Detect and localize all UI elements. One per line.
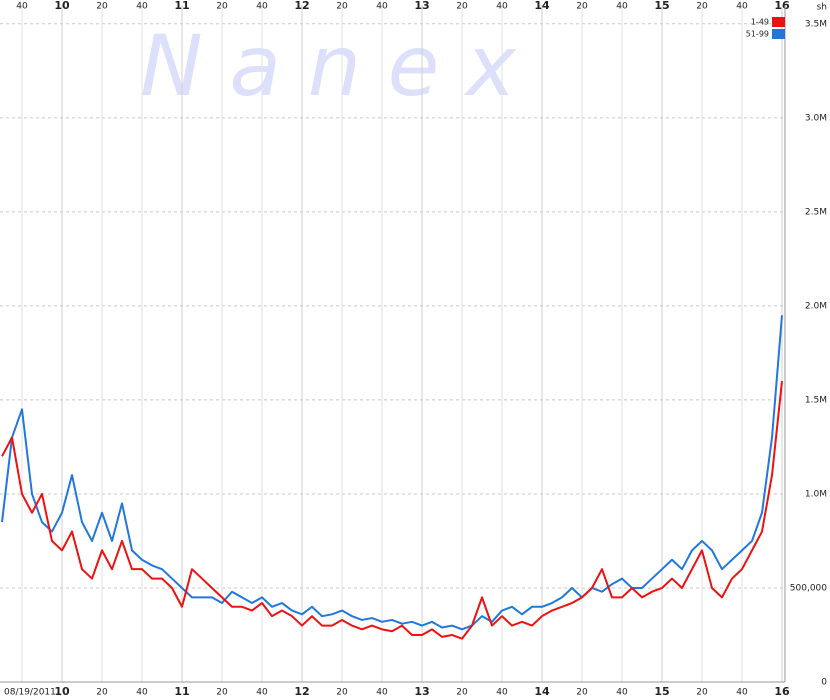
series-line xyxy=(1,381,783,640)
x-tick-label: 20 xyxy=(576,688,588,698)
series-line xyxy=(1,315,783,631)
legend-label: 51-99 xyxy=(746,30,769,39)
y-tick-label: 1.5M xyxy=(805,395,827,405)
x-tick-label: 40 xyxy=(616,688,628,698)
legend-label: 1-49 xyxy=(751,18,769,27)
x-tick-label: 40 xyxy=(736,688,748,698)
x-tick-label: 16 xyxy=(774,0,790,12)
x-tick-label: 20 xyxy=(336,2,348,12)
x-tick-label: 20 xyxy=(216,688,228,698)
x-tick-label: 20 xyxy=(336,688,348,698)
x-tick-label: 20 xyxy=(696,2,708,12)
y-tick-label: 2.0M xyxy=(805,301,827,311)
x-tick-label: 15 xyxy=(654,685,669,698)
date-label: 08/19/2011 xyxy=(4,688,56,698)
y-tick-label: 1.0M xyxy=(805,489,827,499)
y-unit: sh xyxy=(817,3,827,13)
x-tick-label: 16 xyxy=(774,685,790,698)
x-tick-label: 40 xyxy=(136,688,148,698)
x-tick-label: 40 xyxy=(496,2,508,12)
x-tick-label: 20 xyxy=(216,2,228,12)
watermark: N a n e x xyxy=(140,17,517,115)
x-tick-label: 40 xyxy=(376,688,388,698)
x-tick-label: 13 xyxy=(414,685,429,698)
x-tick-label: 14 xyxy=(534,685,550,698)
legend-swatch xyxy=(772,17,785,27)
legend-swatch xyxy=(772,29,785,39)
x-tick-label: 20 xyxy=(456,2,468,12)
x-tick-label: 20 xyxy=(96,2,108,12)
x-tick-label: 40 xyxy=(256,2,268,12)
y-tick-label: 500,000 xyxy=(790,583,827,593)
x-tick-label: 10 xyxy=(54,685,70,698)
x-tick-label: 11 xyxy=(174,685,189,698)
x-tick-label: 20 xyxy=(96,688,108,698)
x-tick-label: 20 xyxy=(576,2,588,12)
x-tick-label: 13 xyxy=(414,0,429,12)
y-tick-label: 2.5M xyxy=(805,207,827,217)
x-tick-label: 14 xyxy=(534,0,550,12)
x-tick-label: 40 xyxy=(16,2,28,12)
x-tick-label: 20 xyxy=(456,688,468,698)
x-tick-label: 40 xyxy=(496,688,508,698)
x-tick-label: 15 xyxy=(654,0,669,12)
y-tick-label: 3.0M xyxy=(805,113,827,123)
x-tick-label: 40 xyxy=(736,2,748,12)
x-tick-label: 20 xyxy=(696,688,708,698)
x-tick-label: 12 xyxy=(294,0,309,12)
y-tick-label: 0 xyxy=(821,678,827,688)
x-tick-label: 10 xyxy=(54,0,70,12)
x-tick-label: 12 xyxy=(294,685,309,698)
x-tick-label: 11 xyxy=(174,0,189,12)
y-tick-label: 3.5M xyxy=(805,19,827,29)
x-tick-label: 40 xyxy=(376,2,388,12)
x-tick-label: 40 xyxy=(256,688,268,698)
x-tick-label: 40 xyxy=(616,2,628,12)
x-tick-label: 40 xyxy=(136,2,148,12)
